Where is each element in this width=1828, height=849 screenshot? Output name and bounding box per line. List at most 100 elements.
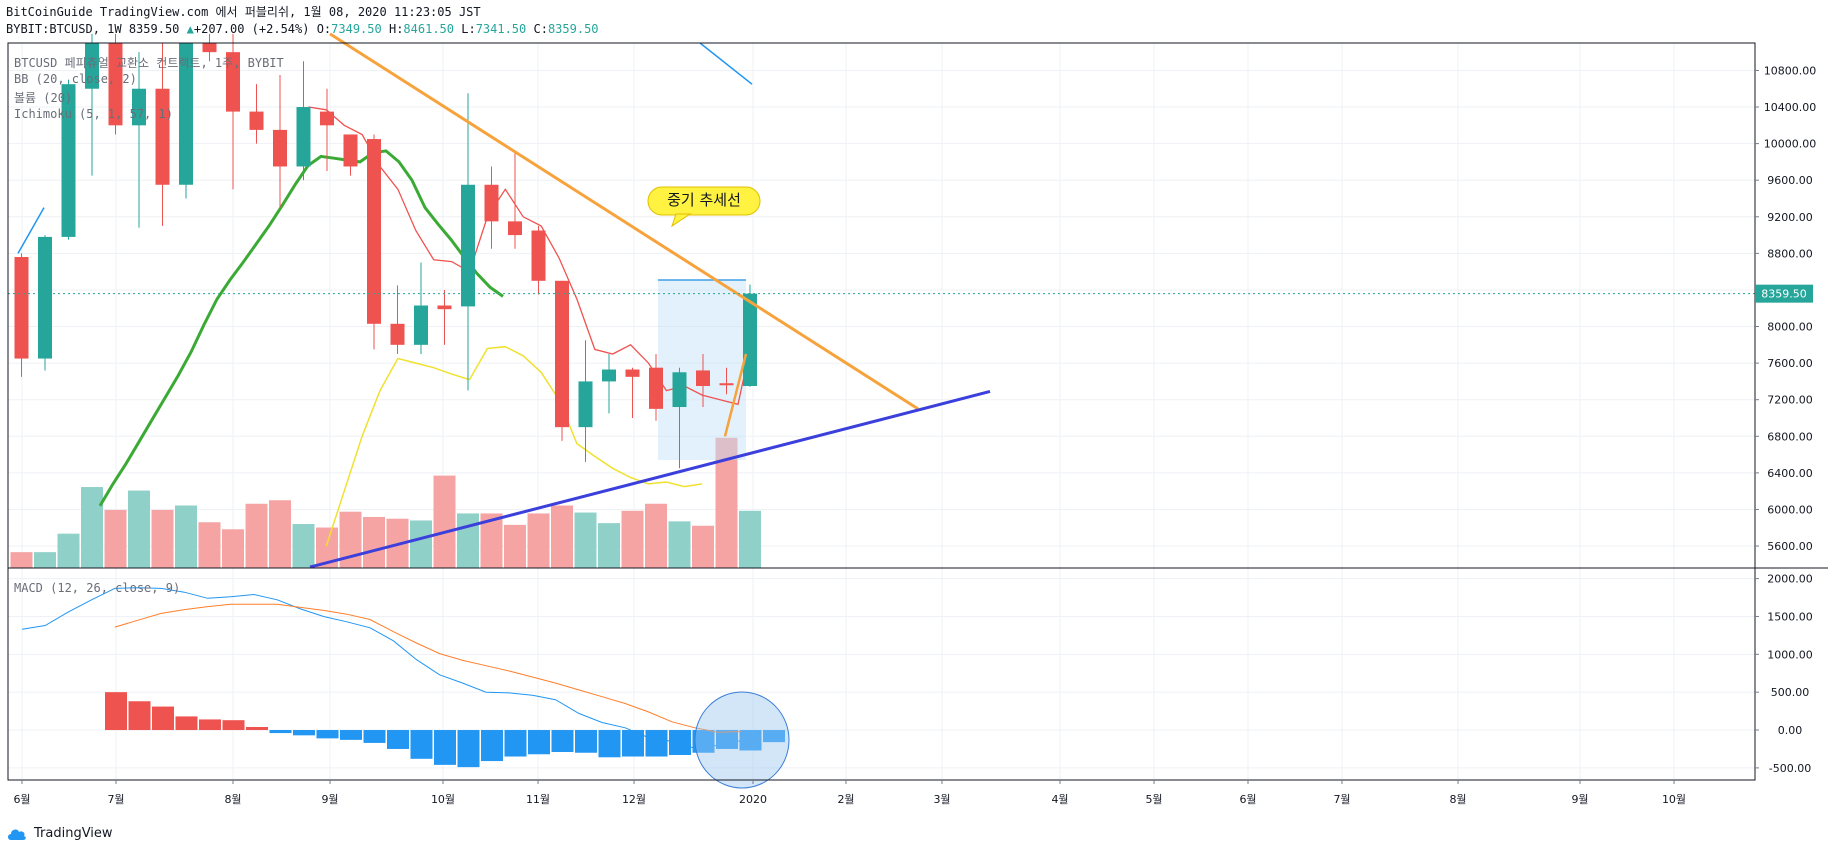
x-tick-label: 2월 xyxy=(837,793,854,806)
candle-body xyxy=(343,134,358,167)
volume-bar xyxy=(692,525,714,568)
candle-body xyxy=(155,88,170,185)
histogram-bar xyxy=(105,692,127,731)
candle-body xyxy=(696,370,710,386)
candle-body xyxy=(578,381,593,428)
histogram-bar xyxy=(551,730,574,752)
x-tick-label: 3월 xyxy=(933,793,950,806)
y-tick-label: 7600.00 xyxy=(1767,357,1813,370)
candle-body xyxy=(743,293,757,386)
volume-bar xyxy=(151,509,174,568)
high-label: H: xyxy=(388,22,404,36)
volume-bar xyxy=(480,513,503,568)
volume-bar xyxy=(57,533,80,568)
candle-body xyxy=(649,367,663,409)
macd-legend[interactable]: MACD (12, 26, close, 9) xyxy=(14,581,181,595)
low-label: L: xyxy=(461,22,476,36)
candle-body xyxy=(625,369,640,377)
macd-lines xyxy=(21,587,742,749)
histogram-bar xyxy=(575,730,597,753)
histogram-bar xyxy=(410,730,433,759)
histogram-bar xyxy=(692,730,715,753)
callout: 중기 추세선 xyxy=(647,186,761,228)
candle-body xyxy=(249,111,264,130)
x-tick-label: 8월 xyxy=(1449,793,1466,806)
grid xyxy=(8,43,1755,780)
macd-y-tick-label: 2000.00 xyxy=(1767,573,1813,586)
volume-bar xyxy=(668,521,691,568)
macd-y-tick-label: 1500.00 xyxy=(1767,610,1813,623)
macd-y-tick-label: 500.00 xyxy=(1771,686,1810,699)
candle-body xyxy=(273,129,287,167)
candle-body xyxy=(602,369,616,382)
x-tick-label: 6월 xyxy=(1239,793,1256,806)
y-tick-label: 9200.00 xyxy=(1767,211,1813,224)
volume-bar xyxy=(598,523,620,568)
x-tick-label: 7월 xyxy=(1333,793,1350,806)
volume-bar xyxy=(739,510,761,568)
volume-bar xyxy=(457,513,479,568)
volume-bar xyxy=(363,516,385,568)
x-tick-label: 5월 xyxy=(1145,793,1162,806)
y-tick-label: 6400.00 xyxy=(1767,467,1813,480)
histogram-bar xyxy=(222,720,245,731)
x-tick-label: 6월 xyxy=(13,793,30,806)
x-tick-label: 2020 xyxy=(739,793,767,806)
symbol-label[interactable]: BYBIT:BTCUSD, 1W xyxy=(6,22,122,36)
candle-body xyxy=(390,323,405,345)
x-tick-label: 4월 xyxy=(1051,793,1068,806)
histogram-bar xyxy=(340,730,362,740)
candles xyxy=(14,33,757,469)
histogram-bar xyxy=(434,730,456,765)
y-tick-label: 10400.00 xyxy=(1764,101,1817,114)
tradingview-logo[interactable]: TradingView xyxy=(6,826,113,841)
trendline-blue xyxy=(309,390,991,569)
ichimoku-legend[interactable]: Ichimoku (5, 1, 57, 1) xyxy=(14,107,173,121)
histogram-bar xyxy=(598,730,621,758)
histogram-bar xyxy=(669,730,691,756)
symbol-title: BTCUSD 페피츄얼 교환소 컨트랙트, 1주, BYBIT xyxy=(14,56,284,70)
brand-name: TradingView xyxy=(34,826,113,841)
volume-bar xyxy=(574,512,597,568)
macd-line xyxy=(21,587,742,749)
volume-bar xyxy=(128,490,150,568)
volume-bar xyxy=(551,505,573,568)
date-range-box xyxy=(658,280,746,460)
candle-body xyxy=(437,305,452,310)
x-tick-label: 8월 xyxy=(224,793,241,806)
y-tick-label: 8000.00 xyxy=(1767,321,1813,334)
histogram-bar xyxy=(528,730,550,755)
candle-body xyxy=(719,383,734,386)
histogram-bar xyxy=(645,730,668,757)
volume-bar xyxy=(316,527,338,568)
x-tick-label: 11월 xyxy=(526,793,550,806)
candle-body xyxy=(508,221,522,236)
histogram-bar xyxy=(763,730,785,743)
candle-body xyxy=(85,43,99,89)
volume-bar xyxy=(645,503,667,568)
y-tick-label: 9600.00 xyxy=(1767,174,1813,187)
candle-body xyxy=(179,43,193,185)
histogram-bar xyxy=(152,706,174,731)
trendline-orange xyxy=(329,32,919,411)
candle-body xyxy=(61,84,76,237)
histogram-bar xyxy=(504,730,527,757)
price-tag-text: 8359.50 xyxy=(1761,288,1807,301)
volume-bar xyxy=(715,437,738,568)
volume-bar xyxy=(34,552,56,568)
volume-legend[interactable]: 볼륨 (20) xyxy=(14,91,73,105)
histogram-bar xyxy=(739,730,762,751)
bb-legend[interactable]: BB (20, close, 2) xyxy=(14,72,137,86)
histogram-bar xyxy=(316,730,339,739)
histogram-bar xyxy=(363,730,386,743)
histogram-bar xyxy=(246,727,268,731)
candle-body xyxy=(555,280,569,428)
y-tick-label: 10800.00 xyxy=(1764,64,1817,77)
candle-body xyxy=(108,43,123,126)
bb-upper-line xyxy=(699,42,753,85)
signal-line xyxy=(114,603,742,733)
x-tick-label: 9월 xyxy=(321,793,338,806)
chart-frame xyxy=(7,42,1828,781)
macd-y-tick-label: 1000.00 xyxy=(1767,648,1813,661)
